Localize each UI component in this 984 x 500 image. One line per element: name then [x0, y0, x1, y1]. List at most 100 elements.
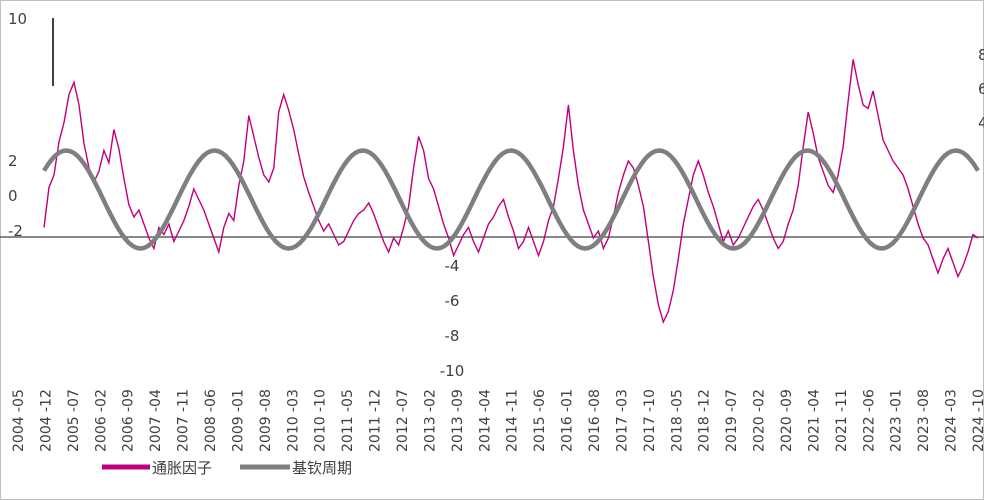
x-year-label: 2017: [614, 416, 630, 452]
x-tick-label-group: -09: [779, 389, 795, 412]
x-tick-labels: -05 2004 -12 2004 -07 2005 -02 2006 -09 2006 -04 20…: [11, 389, 984, 452]
x-year-label-group: 2023: [916, 416, 932, 452]
x-year-label-group: 2009: [258, 416, 274, 452]
x-year-label-group: 2007: [176, 416, 192, 452]
x-tick-label-group: -01: [560, 389, 576, 412]
x-year-label: 2018: [697, 416, 713, 452]
x-tick-label: -11: [176, 389, 192, 412]
x-tick-label: -10: [642, 389, 658, 412]
x-year-label: 2010: [285, 416, 301, 452]
legend: 通胀因子 基钦周期: [102, 459, 352, 477]
x-year-label-group: 2022: [861, 416, 877, 452]
x-year-label: 2006: [121, 416, 137, 452]
right-axis-tick-label: 8: [978, 46, 984, 64]
x-year-label-group: 2016: [560, 416, 576, 452]
x-year-label-group: 2015: [532, 416, 548, 452]
x-year-label: 2019: [724, 416, 740, 452]
x-year-label-group: 2014: [477, 416, 493, 452]
x-tick-label-group: -07: [395, 389, 411, 412]
x-year-label-group: 2021: [834, 416, 850, 452]
legend-label-kitchin: 基钦周期: [292, 459, 352, 477]
x-tick-label-group: -09: [121, 389, 137, 412]
x-year-label-group: 2008: [203, 416, 219, 452]
x-tick-label: -01: [560, 389, 576, 412]
x-year-label: 2014: [505, 416, 521, 452]
x-tick-label-group: -08: [587, 389, 603, 412]
x-tick-label: -12: [368, 389, 384, 412]
x-year-label: 2023: [889, 416, 905, 452]
x-year-label-group: 2013: [450, 416, 466, 452]
x-tick-label: -05: [340, 389, 356, 412]
x-year-label-group: 2020: [752, 416, 768, 452]
x-tick-label-group: -12: [697, 389, 713, 412]
x-tick-label: -02: [422, 389, 438, 412]
x-year-label: 2021: [806, 416, 822, 452]
x-tick-label-group: -06: [203, 389, 219, 412]
x-tick-label: -07: [395, 389, 411, 412]
x-tick-label: -03: [614, 389, 630, 412]
x-year-label-group: 2024: [944, 416, 960, 452]
x-year-label: 2024: [944, 416, 960, 452]
x-tick-label: -05: [669, 389, 685, 412]
x-year-label: 2004: [38, 416, 54, 452]
x-tick-label: -09: [121, 389, 137, 412]
y-tick-label: 0: [8, 187, 18, 205]
x-year-label-group: 2009: [230, 416, 246, 452]
x-year-label-group: 2005: [66, 416, 82, 452]
x-tick-label: -08: [916, 389, 932, 412]
x-tick-label: -12: [697, 389, 713, 412]
x-year-label: 2009: [258, 416, 274, 452]
x-year-label-group: 2010: [285, 416, 301, 452]
x-year-label-group: 2012: [395, 416, 411, 452]
x-tick-label: -05: [11, 389, 27, 412]
y-tick-label: -8: [445, 327, 460, 345]
x-tick-label-group: -04: [477, 389, 493, 412]
x-year-label: 2005: [66, 416, 82, 452]
x-tick-label-group: -02: [752, 389, 768, 412]
x-tick-label-group: -08: [916, 389, 932, 412]
x-year-label-group: 2017: [642, 416, 658, 452]
axes-layer: [0, 18, 984, 238]
x-tick-label: -03: [285, 389, 301, 412]
x-tick-label-group: -03: [944, 389, 960, 412]
x-tick-label-group: -03: [285, 389, 301, 412]
x-year-label-group: 2018: [669, 416, 685, 452]
x-tick-label: -04: [806, 389, 822, 412]
x-tick-label-group: -11: [834, 389, 850, 412]
x-tick-label: -08: [258, 389, 274, 412]
x-year-label: 2016: [560, 416, 576, 452]
x-year-label: 2008: [203, 416, 219, 452]
right-axis-tick-label: 6: [978, 80, 984, 98]
x-tick-label-group: -06: [532, 389, 548, 412]
x-year-label: 2012: [395, 416, 411, 452]
x-year-label-group: 2018: [697, 416, 713, 452]
x-year-label-group: 2013: [422, 416, 438, 452]
x-tick-label-group: -10: [971, 389, 984, 412]
x-year-label: 2011: [368, 416, 384, 452]
x-tick-label-group: -04: [806, 389, 822, 412]
x-tick-label: -04: [477, 389, 493, 412]
y-tick-labels: 10 2 0 -2 -4 -6 -8 -10 8 6 4: [8, 10, 984, 380]
x-tick-label: -01: [889, 389, 905, 412]
x-year-label-group: 2017: [614, 416, 630, 452]
x-tick-label-group: -07: [66, 389, 82, 412]
x-tick-label-group: -11: [176, 389, 192, 412]
y-tick-label: -4: [445, 257, 460, 275]
y-tick-label: -6: [445, 292, 460, 310]
x-tick-label-group: -08: [258, 389, 274, 412]
x-year-label: 2011: [340, 416, 356, 452]
x-tick-label-group: -04: [148, 389, 164, 412]
x-tick-label: -09: [779, 389, 795, 412]
x-year-label-group: 2019: [724, 416, 740, 452]
x-tick-label: -12: [38, 389, 54, 412]
x-tick-label-group: -02: [422, 389, 438, 412]
x-tick-label: -08: [587, 389, 603, 412]
x-tick-label: -06: [203, 389, 219, 412]
x-year-label: 2014: [477, 416, 493, 452]
x-year-label-group: 2004: [11, 416, 27, 452]
x-year-label-group: 2011: [340, 416, 356, 452]
right-axis-tick-label: 4: [978, 114, 984, 132]
x-tick-label: -03: [944, 389, 960, 412]
